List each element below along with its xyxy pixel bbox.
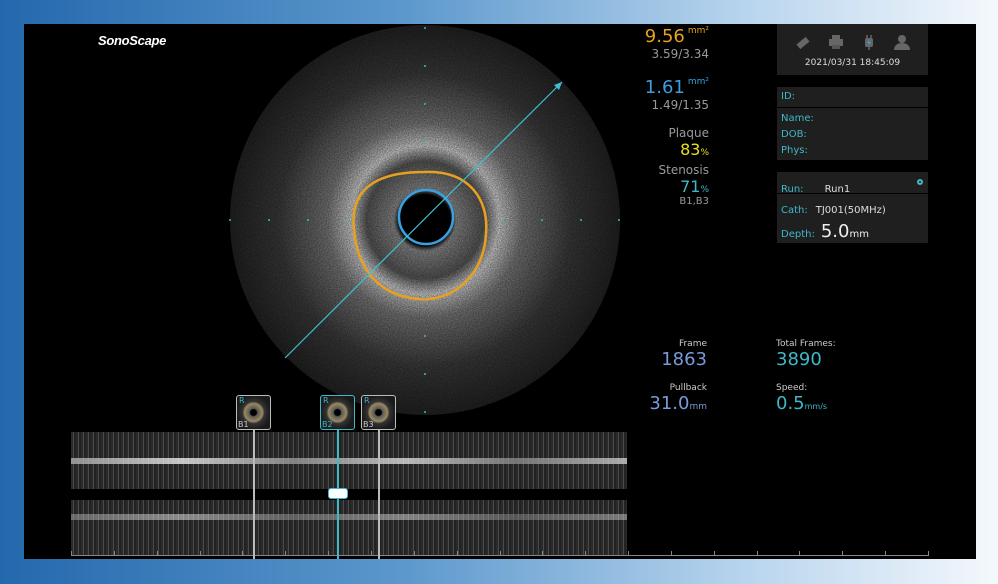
ruler-tick — [799, 551, 801, 556]
bookmark-label: B2 — [322, 420, 333, 429]
patient-dob-label: DOB: — [781, 129, 807, 140]
ruler-tick — [370, 551, 372, 556]
bookmark-label: B1 — [238, 420, 249, 429]
depth-label: Depth: — [781, 229, 815, 240]
pullback-stat: Pullback 31.0mm — [624, 383, 707, 414]
sonoscape-logo: SonoScape — [98, 33, 167, 48]
ruler-tick — [285, 551, 287, 556]
cath-label: Cath: — [781, 205, 808, 216]
plaque-unit: % — [700, 148, 709, 158]
ruler-tick — [156, 551, 158, 556]
bookmark-tag: R — [239, 396, 245, 405]
lumen-area: 1.61 — [644, 77, 685, 98]
datetime: 2021/03/31 18:45:09 — [804, 58, 901, 68]
frame-value: 1863 — [661, 349, 707, 370]
run-panel: Run: Run1 Cath: TJ001(50MHz) Depth: 5.0mm — [777, 172, 928, 243]
depth-value: 5.0 — [820, 221, 850, 242]
ruler-tick — [628, 551, 630, 556]
run-settings-icon[interactable] — [917, 179, 923, 185]
usb-icon[interactable] — [793, 32, 813, 52]
measurement-panel: 9.56 mm² 3.59/3.34 1.61 mm² 1.49/1.35 Plaq… — [589, 26, 709, 207]
bookmark-b1[interactable]: R B1 — [236, 395, 271, 430]
ruler-tick — [713, 551, 715, 556]
ruler-tick — [242, 551, 244, 556]
plaque-value: 83 — [680, 140, 701, 159]
bookmark-label: B3 — [363, 420, 374, 429]
frame-stat: Frame 1863 — [624, 339, 707, 370]
eem-area: 9.56 — [644, 26, 685, 47]
ruler-tick — [456, 551, 458, 556]
frame-slider-handle[interactable] — [328, 488, 348, 499]
scale-ticks — [229, 27, 620, 413]
ivus-screen: SonoScape 9.56 mm² 3.59/3.34 1.61 mm² 1.49… — [24, 24, 976, 559]
bookmark-b2[interactable]: R B2 — [320, 395, 355, 430]
patient-name-label: Name: — [781, 113, 814, 124]
user-icon[interactable] — [892, 32, 912, 52]
plaque-label: Plaque — [668, 126, 709, 140]
speed-label: Speed: — [776, 383, 808, 393]
stenosis-reference: B1,B3 — [679, 196, 709, 207]
total-frames-label: Total Frames: — [776, 339, 836, 349]
ruler-tick — [542, 551, 544, 556]
ruler-tick — [499, 551, 501, 556]
pullback-label: Pullback — [669, 383, 707, 393]
stenosis-unit: % — [700, 185, 709, 195]
run-label: Run: — [781, 184, 804, 195]
total-frames-value: 3890 — [776, 349, 822, 370]
longitudinal-view-top[interactable] — [71, 432, 627, 489]
patient-phys-label: Phys: — [781, 145, 808, 156]
ruler-tick — [885, 551, 887, 556]
power-plug-icon[interactable] — [859, 32, 879, 52]
bookmark-b3[interactable]: R B3 — [361, 395, 396, 430]
eem-unit: mm² — [687, 26, 709, 36]
patient-id-label: ID: — [777, 87, 928, 108]
cath-value: TJ001(50MHz) — [815, 205, 886, 216]
lumen-contour[interactable] — [397, 188, 455, 246]
run-value[interactable]: Run1 — [824, 184, 851, 195]
longitudinal-view-bottom[interactable] — [71, 500, 627, 556]
stenosis-value: 71 — [680, 177, 701, 196]
eem-contour[interactable] — [352, 170, 488, 301]
lumen-unit: mm² — [687, 77, 709, 87]
bookmark-line-b3 — [378, 430, 380, 559]
bookmark-tag: R — [323, 396, 329, 405]
ivus-cross-section[interactable] — [24, 24, 644, 424]
patient-panel: ID: Name: DOB: Phys: — [777, 87, 928, 160]
bookmark-tag: R — [364, 396, 370, 405]
stenosis-label: Stenosis — [658, 163, 710, 177]
speed-unit: mm/s — [804, 402, 828, 411]
depth-unit: mm — [849, 229, 869, 240]
toolbar-panel: 2021/03/31 18:45:09 — [777, 24, 928, 75]
ruler-tick — [928, 551, 929, 556]
eem-diameters: 3.59/3.34 — [651, 47, 709, 61]
speed-value: 0.5 — [776, 393, 805, 414]
ruler-tick — [670, 551, 672, 556]
ruler-tick — [71, 551, 72, 556]
lumen-diameters: 1.49/1.35 — [651, 98, 709, 112]
ruler-tick — [413, 551, 415, 556]
total-frames-stat: Total Frames: 3890 — [776, 339, 836, 370]
measurement-line[interactable] — [284, 81, 563, 359]
frame-label: Frame — [678, 339, 707, 349]
ruler-tick — [199, 551, 201, 556]
speed-stat: Speed: 0.5mm/s — [776, 383, 827, 414]
pullback-unit: mm — [689, 402, 707, 412]
ruler-tick — [842, 551, 844, 556]
ruler-tick — [585, 551, 587, 556]
printer-icon[interactable] — [826, 32, 846, 52]
bookmark-line-b1 — [253, 430, 255, 559]
ruler-tick — [756, 551, 758, 556]
ruler-tick — [113, 551, 115, 556]
ruler-tick — [328, 551, 330, 556]
pullback-value: 31.0 — [649, 393, 690, 414]
